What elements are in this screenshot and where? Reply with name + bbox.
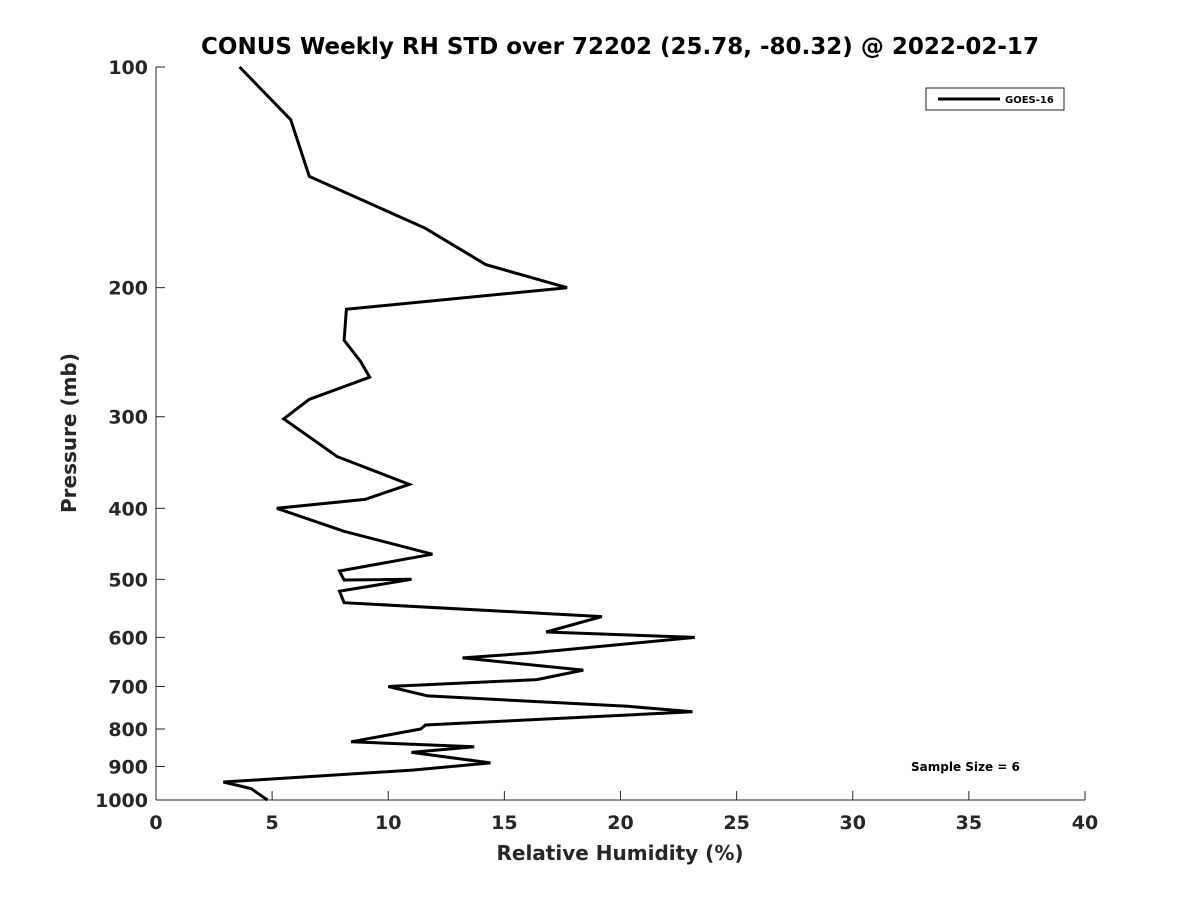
y-tick-label-600: 600 [108, 627, 148, 649]
y-tick-label-800: 800 [108, 719, 148, 741]
y-tick-label-1000: 1000 [95, 790, 148, 812]
legend-entry-goes-16: GOES-16 [1005, 95, 1054, 106]
x-tick-label-35: 35 [956, 812, 982, 834]
x-tick-label-15: 15 [491, 812, 517, 834]
x-tick-label-25: 25 [723, 812, 749, 834]
x-tick-label-5: 5 [266, 812, 279, 834]
x-tick-label-10: 10 [375, 812, 401, 834]
y-axis-label: Pressure (mb) [57, 353, 81, 513]
y-tick-label-500: 500 [108, 569, 148, 591]
y-tick-label-900: 900 [108, 756, 148, 778]
series-layer [223, 65, 695, 802]
y-tick-label-700: 700 [108, 676, 148, 698]
y-tick-label-300: 300 [108, 407, 148, 429]
chart-title: CONUS Weekly RH STD over 72202 (25.78, -… [201, 34, 1039, 60]
series-line-goes-16 [223, 65, 695, 802]
y-tick-label-400: 400 [108, 498, 148, 520]
x-tick-label-0: 0 [149, 812, 162, 834]
x-tick-label-30: 30 [840, 812, 866, 834]
x-axis-ticks: 0 5 10 15 20 25 30 35 40 [149, 791, 1098, 834]
x-tick-label-40: 40 [1072, 812, 1098, 834]
y-tick-label-100: 100 [108, 57, 148, 79]
plot-area [156, 67, 1085, 800]
sample-size-annotation: Sample Size = 6 [911, 760, 1020, 774]
x-axis-label: Relative Humidity (%) [496, 841, 743, 865]
legend: GOES-16 [925, 87, 1065, 111]
y-tick-label-200: 200 [108, 278, 148, 300]
x-tick-label-20: 20 [607, 812, 633, 834]
y-axis-ticks: 100 200 300 400 500 600 700 800 900 1000 [95, 57, 165, 812]
